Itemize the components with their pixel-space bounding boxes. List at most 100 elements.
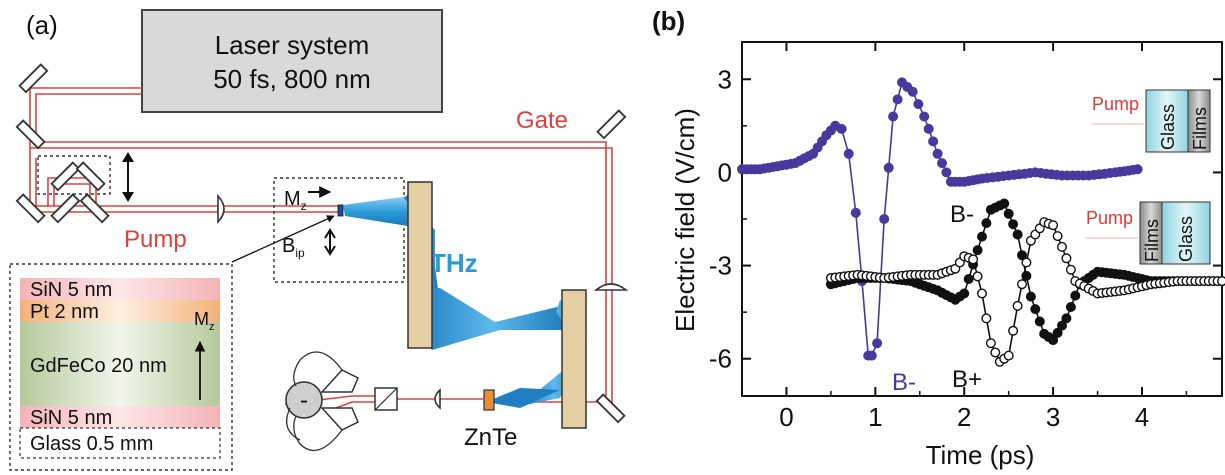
annotation-bminus-blue: B- — [892, 369, 916, 396]
y-tick-label: -6 — [709, 344, 732, 374]
series-0-point — [892, 94, 903, 105]
series-2-point — [977, 288, 988, 299]
inset-bottom-pump: Pump — [1086, 208, 1133, 228]
mirror-5 — [75, 161, 106, 192]
thz-label: THz — [430, 248, 478, 278]
series-0-point — [919, 111, 930, 122]
lens-gate-icon — [593, 283, 629, 291]
x-tick-label: 2 — [957, 402, 971, 432]
stack-mz-label: Mz — [194, 309, 215, 333]
series-2-point — [968, 254, 979, 265]
delay-stage-box — [37, 155, 111, 195]
series-1-point — [1048, 335, 1059, 346]
series-1-point — [963, 274, 974, 285]
stack-layer-3: GdFeCo 20 nm — [30, 355, 167, 377]
series-0-point — [843, 148, 854, 159]
series-2-point — [981, 313, 992, 324]
series-1-point — [959, 288, 970, 299]
inset-top-pump: Pump — [1092, 94, 1139, 114]
x-axis-label: Time (ps) — [926, 440, 1035, 470]
gate-label: Gate — [516, 107, 568, 134]
thz-beam — [343, 192, 587, 408]
series-0-point — [1132, 164, 1143, 175]
series-1-point — [999, 198, 1010, 209]
series-2-point — [972, 271, 983, 282]
sample-pointer — [231, 215, 335, 263]
panel-a-label: (a) — [26, 10, 58, 40]
panel-b-label: (b) — [652, 6, 685, 36]
x-tick-label: 1 — [868, 402, 882, 432]
inset-top-films — [1187, 89, 1211, 153]
series-2-point — [1008, 325, 1019, 336]
delay-arrowheads-icon — [122, 152, 134, 202]
series-1-point — [1003, 208, 1014, 219]
series-2-point — [1056, 241, 1067, 252]
bip-label: Bip — [282, 235, 305, 260]
stack-layer-1: SiN 5 nm — [30, 279, 112, 301]
series-0-point — [850, 207, 861, 218]
series-1-point — [981, 218, 992, 229]
series-1-point — [1030, 304, 1041, 315]
series-2-point — [1061, 253, 1072, 264]
series-1-point — [1008, 219, 1019, 230]
series-2-point — [1048, 220, 1059, 231]
panel-a: (a) Laser system 50 fs, 800 nm — [9, 9, 629, 471]
series-0-point — [907, 86, 918, 97]
inset-bottom-glass — [1161, 201, 1211, 265]
znte-crystal — [483, 389, 495, 411]
series-0-point — [913, 99, 924, 110]
x-tick-label: 0 — [779, 402, 793, 432]
series-0-point — [932, 148, 943, 159]
series-1-point — [1017, 250, 1028, 261]
stack-layer-2: Pt 2 nm — [30, 301, 99, 323]
series-0-point — [872, 338, 883, 349]
sample-chip — [337, 204, 344, 217]
series-2-point — [1012, 300, 1023, 311]
stack-layer-4: SiN 5 nm — [30, 407, 112, 429]
inset-top-glass — [1145, 89, 1189, 153]
chart-axes: 0 1 2 3 4 3 0 -3 -6 — [709, 42, 1222, 432]
chart-series — [737, 77, 1225, 367]
series-2-point — [1017, 279, 1028, 290]
mirror-9 — [595, 393, 626, 424]
inset-top-films-label: Films — [1190, 107, 1210, 150]
lens-probe-icon — [434, 388, 441, 410]
series-2-point — [1003, 350, 1014, 361]
layer-glass — [19, 427, 221, 459]
series-0-point — [836, 123, 847, 134]
stack-box — [9, 263, 233, 471]
series-0-point — [923, 123, 934, 134]
series-2-point — [985, 338, 996, 349]
y-tick-label: -3 — [709, 251, 732, 281]
mirror-8 — [596, 109, 627, 140]
mz-label: Mz — [284, 188, 307, 213]
detector-circle — [285, 381, 323, 419]
series-0-point — [866, 350, 877, 361]
znte-label: ZnTe — [464, 424, 517, 451]
y-axis-label: Electric field (V/cm) — [670, 108, 700, 332]
parabolic-mirror-1 — [407, 181, 433, 349]
series-1-point — [1056, 320, 1067, 331]
y-tick-label: 0 — [718, 157, 732, 187]
detector-symbol: - — [300, 387, 308, 414]
series-1-point — [1065, 302, 1076, 313]
mirror-1 — [18, 63, 49, 94]
series-1-point — [1012, 229, 1023, 240]
laser-box — [141, 9, 443, 113]
mirror-2 — [15, 119, 46, 150]
inset-bottom-films-label: Films — [1142, 219, 1162, 262]
layer-pt — [20, 300, 220, 322]
inset-bottom-glass-label: Glass — [1176, 216, 1196, 262]
series-1-point — [1034, 316, 1045, 327]
x-tick-label: 4 — [1135, 402, 1149, 432]
series-2-point — [1065, 264, 1076, 275]
pump-label: Pump — [124, 226, 187, 253]
series-0-point — [888, 111, 899, 122]
series-line-0 — [742, 80, 1138, 357]
mirror-7 — [79, 193, 110, 224]
panel-b: (b) 0 1 2 3 4 3 0 -3 -6 Time (ps) Electric field… — [652, 6, 1225, 470]
series-2-point — [1052, 231, 1063, 242]
series-0-point — [879, 213, 890, 224]
annotation-bplus: B+ — [952, 366, 982, 393]
